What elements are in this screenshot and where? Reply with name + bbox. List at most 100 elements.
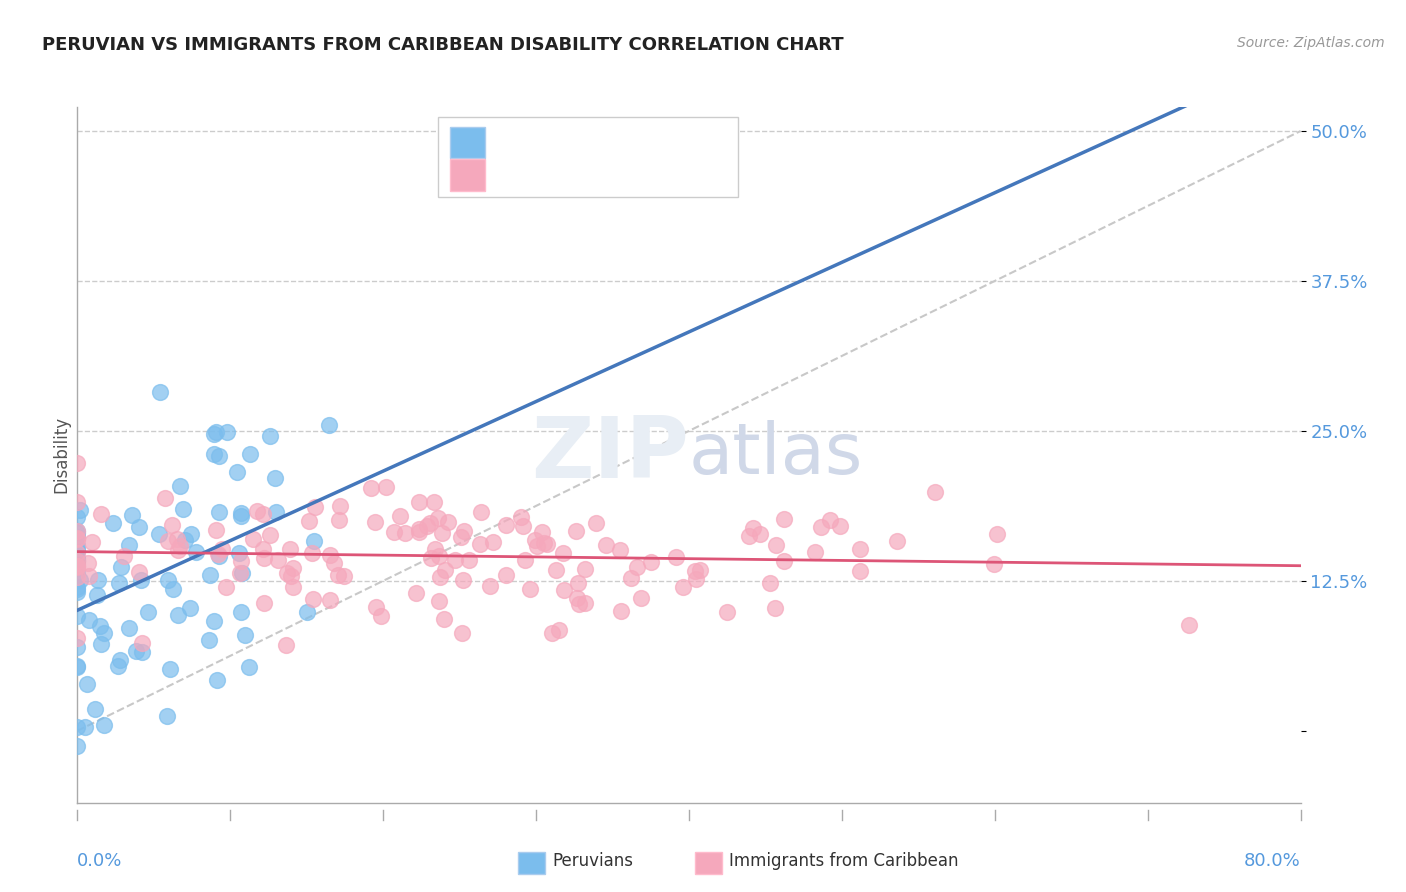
Point bbox=[495, 568, 517, 582]
Point bbox=[758, 576, 780, 591]
Point bbox=[302, 592, 325, 607]
Point bbox=[108, 576, 131, 591]
Point bbox=[620, 571, 643, 585]
Text: 0.0%: 0.0% bbox=[77, 852, 122, 870]
Point bbox=[332, 568, 354, 582]
Point bbox=[437, 515, 460, 529]
Point bbox=[246, 504, 269, 518]
Point bbox=[422, 495, 444, 509]
Point bbox=[66, 532, 89, 546]
Point bbox=[419, 516, 441, 531]
Point bbox=[370, 608, 392, 623]
Point bbox=[66, 495, 89, 509]
Point bbox=[416, 518, 439, 533]
Point bbox=[304, 534, 326, 549]
Point bbox=[763, 601, 786, 615]
Point bbox=[66, 560, 89, 574]
Point bbox=[66, 538, 89, 552]
Point bbox=[66, 609, 89, 624]
Point bbox=[610, 603, 633, 617]
Point bbox=[433, 563, 456, 577]
Point bbox=[156, 709, 179, 723]
Point bbox=[179, 601, 201, 615]
Point bbox=[169, 540, 191, 554]
Point bbox=[172, 502, 194, 516]
Point bbox=[567, 576, 589, 591]
Point bbox=[319, 548, 342, 562]
Text: 80.0%: 80.0% bbox=[1244, 852, 1301, 870]
Point bbox=[986, 527, 1008, 541]
Point bbox=[295, 605, 318, 619]
Point bbox=[519, 582, 541, 597]
Point bbox=[672, 580, 695, 594]
Point bbox=[983, 557, 1005, 571]
Point bbox=[200, 567, 222, 582]
Point bbox=[405, 586, 427, 600]
Point bbox=[278, 541, 301, 556]
Point bbox=[156, 573, 179, 587]
Point bbox=[328, 568, 350, 582]
Point bbox=[298, 514, 321, 528]
Point bbox=[546, 563, 568, 577]
Point bbox=[689, 563, 711, 577]
Point bbox=[131, 645, 153, 659]
Point bbox=[93, 718, 115, 732]
Point bbox=[481, 535, 503, 549]
Point bbox=[128, 566, 150, 580]
Point bbox=[198, 633, 221, 648]
Point bbox=[420, 550, 443, 565]
Point bbox=[818, 513, 841, 527]
Point bbox=[364, 515, 387, 529]
Point bbox=[208, 549, 231, 563]
Point bbox=[202, 447, 225, 461]
Text: N =  84: N = 84 bbox=[627, 128, 702, 146]
Point bbox=[131, 635, 153, 649]
Point bbox=[468, 537, 491, 551]
Point bbox=[90, 507, 112, 521]
Point bbox=[281, 561, 304, 575]
Point bbox=[427, 510, 450, 524]
Point bbox=[215, 581, 238, 595]
Point bbox=[157, 533, 180, 548]
Point bbox=[84, 701, 107, 715]
Point bbox=[429, 570, 451, 584]
Point bbox=[148, 526, 170, 541]
Point bbox=[66, 546, 89, 560]
Point bbox=[765, 538, 787, 552]
Point bbox=[211, 541, 233, 556]
Text: Immigrants from Caribbean: Immigrants from Caribbean bbox=[730, 852, 959, 870]
Point bbox=[186, 545, 208, 559]
Point bbox=[226, 465, 249, 479]
Point bbox=[66, 553, 89, 567]
Point bbox=[886, 534, 908, 549]
Point bbox=[595, 538, 617, 552]
Point bbox=[408, 494, 430, 508]
Point bbox=[76, 677, 98, 691]
Point bbox=[848, 542, 870, 557]
Point bbox=[66, 582, 89, 596]
Point bbox=[716, 605, 738, 619]
Point bbox=[264, 505, 287, 519]
Point bbox=[259, 428, 281, 442]
Point bbox=[202, 614, 225, 628]
Point bbox=[585, 516, 607, 531]
Point bbox=[66, 530, 89, 544]
Point bbox=[229, 554, 252, 568]
Point bbox=[280, 569, 302, 583]
Point bbox=[231, 566, 253, 581]
Point bbox=[108, 653, 131, 667]
Point bbox=[149, 385, 172, 400]
Point bbox=[205, 523, 228, 537]
Point bbox=[683, 564, 706, 578]
Point bbox=[259, 527, 281, 541]
Point bbox=[665, 549, 688, 564]
Point bbox=[329, 499, 352, 513]
Point bbox=[110, 560, 132, 574]
Point bbox=[304, 500, 326, 514]
Point bbox=[205, 673, 228, 687]
Point bbox=[166, 533, 188, 547]
Point bbox=[252, 507, 274, 521]
Point bbox=[66, 739, 89, 753]
Point bbox=[231, 509, 253, 524]
Point bbox=[90, 636, 112, 650]
